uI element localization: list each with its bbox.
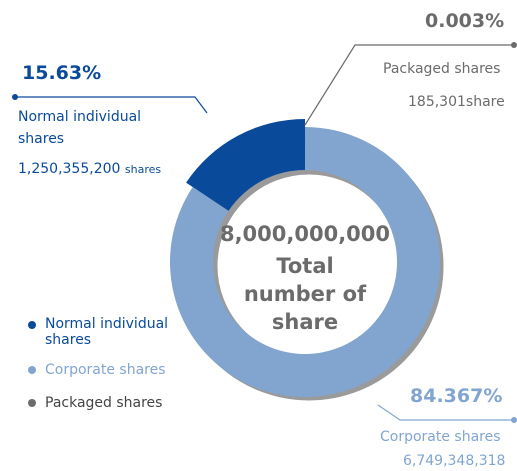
callout-count: 185,301share xyxy=(408,91,505,113)
callout-line xyxy=(304,44,514,126)
percent-label: 84.367% xyxy=(410,385,503,407)
callout-count: 6,749,348,318 xyxy=(403,453,506,469)
callout-line xyxy=(377,404,514,421)
count: 185,301 xyxy=(408,94,466,110)
percent-label: 0.003% xyxy=(425,10,505,32)
count: 1,250,355,200 xyxy=(18,161,121,177)
callout-dot xyxy=(511,417,517,423)
unit: shares xyxy=(124,163,162,176)
legend-label: Corporate shares xyxy=(45,362,166,378)
callout-dot xyxy=(12,94,18,100)
callout-dot xyxy=(511,42,517,48)
callout-name: Normal individual shares xyxy=(18,109,142,147)
legend-dot xyxy=(28,321,36,329)
center-label: Total number of share xyxy=(243,254,367,334)
legend-dot xyxy=(28,366,36,374)
legend-label: Packaged shares xyxy=(45,395,163,411)
callout-name: Corporate shares xyxy=(380,429,501,445)
percent-label: 15.63% xyxy=(22,62,102,84)
callout-line xyxy=(15,96,208,114)
donut-segment xyxy=(186,119,305,211)
callout-name: Packaged shares xyxy=(383,61,501,77)
callout-count: 1,250,355,200 shares xyxy=(18,158,161,181)
legend-label: Normal individual shares xyxy=(45,316,169,348)
legend-dot xyxy=(28,399,36,407)
unit: share xyxy=(465,94,505,110)
center-value: 8,000,000,000 xyxy=(219,222,391,246)
donut-segment xyxy=(169,127,440,397)
